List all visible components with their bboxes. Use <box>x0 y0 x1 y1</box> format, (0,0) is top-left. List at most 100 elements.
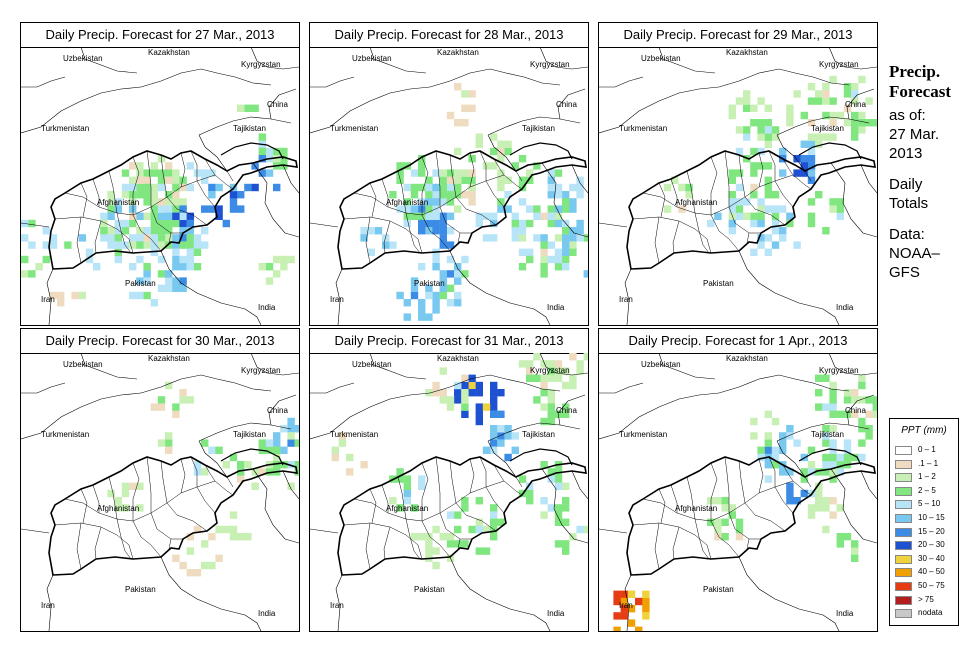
precip-cell <box>836 468 844 476</box>
precip-cell <box>425 547 433 555</box>
precip-cell <box>410 191 419 199</box>
precip-cell <box>193 169 202 177</box>
wakhan-border <box>509 448 573 466</box>
precip-cell <box>49 241 58 249</box>
precip-cell <box>569 374 577 382</box>
country-label-pakistan: Pakistan <box>703 585 734 594</box>
precip-cell <box>258 147 266 156</box>
precip-cell <box>497 169 505 177</box>
precip-cell <box>418 299 426 307</box>
precip-cell <box>461 389 469 397</box>
neighbor-borders <box>599 47 877 325</box>
precip-cell <box>771 133 780 141</box>
precip-cell <box>229 453 238 462</box>
precip-cell <box>750 417 758 426</box>
precip-cell <box>750 119 758 127</box>
country-label-iran: Iran <box>41 295 55 304</box>
precip-cell <box>244 533 252 541</box>
precip-cell <box>273 453 281 462</box>
precip-cell <box>396 468 404 476</box>
precip-cell <box>562 482 570 490</box>
precip-cell <box>100 212 108 220</box>
precip-cell <box>620 605 628 613</box>
precip-cell <box>331 446 339 454</box>
precip-cell <box>403 212 411 220</box>
precip-cell <box>576 525 584 534</box>
precip-cell <box>461 396 469 404</box>
precip-cell <box>432 381 440 390</box>
precip-cell <box>454 205 462 213</box>
precip-cell <box>165 169 173 177</box>
precip-cell <box>273 183 281 192</box>
precip-cell <box>743 126 751 134</box>
precip-cell <box>446 183 455 192</box>
precip-cell <box>829 389 837 397</box>
precip-cell <box>764 140 772 148</box>
precip-cell <box>757 219 765 228</box>
precip-cell <box>439 169 447 177</box>
precip-cell <box>540 461 548 469</box>
precip-cell <box>497 140 505 148</box>
precip-cell <box>800 468 808 476</box>
precip-cell <box>786 432 794 440</box>
precip-cell <box>526 482 534 490</box>
precip-cell <box>822 525 830 534</box>
precip-cell <box>735 126 744 134</box>
neighbor-borders <box>21 353 299 631</box>
precip-cell <box>822 497 830 505</box>
precip-cell <box>461 410 469 418</box>
precip-cell <box>294 425 299 433</box>
precip-cell <box>389 191 397 199</box>
precip-cell <box>851 126 859 134</box>
wakhan-border <box>798 448 862 466</box>
precip-cell <box>490 234 498 242</box>
precip-cell <box>714 497 722 505</box>
precip-cell <box>229 205 238 213</box>
country-label-pakistan: Pakistan <box>125 585 156 594</box>
precip-cell <box>150 205 158 213</box>
precip-cell <box>620 612 628 620</box>
precip-cell <box>576 227 584 235</box>
province-borders <box>632 456 812 570</box>
legend-label: 10 – 15 <box>918 513 945 522</box>
precip-cell <box>208 205 216 213</box>
legend-swatch <box>895 459 912 469</box>
precip-cell <box>829 511 837 519</box>
precip-cell <box>822 133 830 141</box>
precip-cell <box>150 162 158 170</box>
precip-cell <box>526 176 534 184</box>
precip-cell <box>728 111 736 120</box>
precip-cell <box>576 360 584 368</box>
precip-cell <box>707 497 715 505</box>
precip-cell <box>836 540 844 548</box>
precip-cell <box>258 133 266 141</box>
precip-cell <box>121 482 130 490</box>
precip-cell <box>468 104 476 112</box>
precip-cell <box>193 569 202 577</box>
side-info: Precip. Forecast as of: 27 Mar. 2013 Dai… <box>889 62 971 282</box>
precip-cell <box>403 475 411 483</box>
precip-cell <box>179 219 187 228</box>
precip-cell <box>49 291 58 300</box>
precip-cell <box>807 446 816 454</box>
precip-cell <box>822 453 830 462</box>
precip-cell <box>446 111 455 120</box>
precip-cell <box>35 263 43 271</box>
precip-cell <box>193 241 202 249</box>
precip-cell <box>764 183 772 192</box>
precip-cell <box>454 191 462 199</box>
precip-cell <box>468 90 476 98</box>
precip-cell <box>446 270 455 278</box>
precip-cell <box>468 198 476 206</box>
precip-cell <box>157 270 166 278</box>
precip-cell <box>93 263 101 271</box>
precip-cell <box>64 241 72 249</box>
precip-cell <box>504 425 512 433</box>
precip-cell <box>511 227 519 235</box>
precip-cell <box>764 432 772 440</box>
precip-cell <box>829 396 837 404</box>
precip-cells <box>21 104 295 307</box>
precip-cell <box>439 219 447 228</box>
precip-cell <box>714 212 722 220</box>
precip-cell <box>497 432 505 440</box>
